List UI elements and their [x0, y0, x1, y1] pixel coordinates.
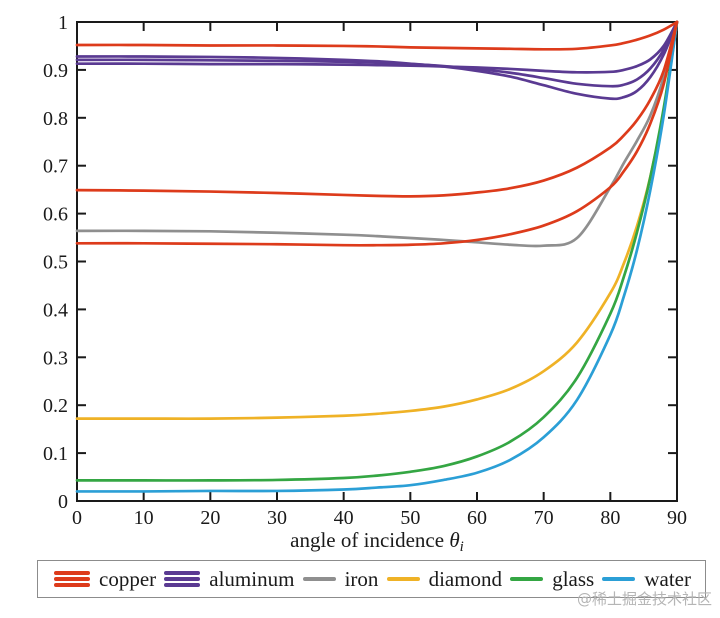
legend-label: copper — [99, 566, 157, 591]
copper-swatch-icon — [54, 571, 90, 587]
curve-copper-R — [75, 20, 679, 51]
y-tick-label: 0.1 — [43, 443, 68, 465]
aluminum-swatch-bar — [164, 571, 201, 575]
plot-frame — [76, 21, 678, 502]
legend-label: diamond — [428, 566, 503, 591]
legend-item-copper: copper — [54, 566, 157, 591]
curve-aluminum-B — [75, 20, 679, 101]
x-tick-label: 10 — [134, 507, 154, 529]
glass-swatch-icon — [510, 576, 544, 582]
curve-aluminum-G — [75, 20, 679, 88]
curve-iron — [75, 20, 679, 248]
x-axis-label: angle of incidence θi — [290, 528, 464, 555]
legend-item-water: water — [602, 566, 691, 591]
y-tick-label: 0.3 — [43, 347, 68, 369]
y-tick-label: 0.6 — [43, 204, 68, 226]
curve-aluminum-R — [75, 20, 679, 74]
y-tick-label: 0.7 — [43, 156, 68, 178]
legend-label: glass — [552, 566, 595, 591]
x-tick-label: 70 — [534, 507, 554, 529]
iron-swatch-bar — [302, 576, 336, 582]
legend-item-aluminum: aluminum — [164, 566, 295, 591]
x-tick-label: 50 — [400, 507, 420, 529]
y-tick-label: 0 — [58, 491, 68, 513]
y-tick-label: 0.4 — [43, 299, 68, 321]
iron-swatch-icon — [302, 576, 336, 582]
aluminum-swatch-bar — [164, 577, 201, 581]
x-tick-label: 30 — [267, 507, 287, 529]
curve-water — [75, 20, 679, 493]
watermark: @稀土掘金技术社区 — [577, 590, 713, 608]
aluminum-swatch-icon — [164, 571, 201, 587]
y-tick-label: 0.2 — [43, 395, 68, 417]
legend-label: water — [644, 566, 691, 591]
x-tick-label: 40 — [334, 507, 354, 529]
legend: copper aluminum iron diamond glass water — [37, 560, 706, 598]
legend-label: iron — [344, 566, 379, 591]
curve-copper-G — [75, 20, 679, 198]
copper-swatch-bar — [54, 577, 90, 581]
water-swatch-bar — [602, 576, 636, 582]
x-tick-label: 0 — [72, 507, 82, 529]
x-tick-label: 20 — [200, 507, 220, 529]
aluminum-swatch-bar — [164, 583, 201, 587]
x-axis-label-text: angle of incidence — [290, 528, 449, 552]
theta-symbol: θ — [449, 528, 459, 552]
y-tick-label: 1 — [58, 12, 68, 34]
y-tick-label: 0.9 — [43, 60, 68, 82]
curves-layer — [75, 20, 679, 493]
glass-swatch-bar — [510, 576, 544, 582]
curve-glass — [75, 20, 679, 482]
legend-label: aluminum — [209, 566, 295, 591]
diamond-swatch-bar — [386, 576, 420, 582]
copper-swatch-bar — [54, 583, 90, 587]
curve-copper-B — [75, 20, 679, 247]
y-tick-label: 0.8 — [43, 108, 68, 130]
copper-swatch-bar — [54, 571, 90, 575]
reflectance-chart: 0 10 20 30 40 50 60 70 80 90 0 0.1 0.2 0.3 0.4 0.5 0.6 0.… — [43, 12, 687, 555]
y-tick-label: 0.5 — [43, 252, 68, 274]
tick-labels-layer: 0 10 20 30 40 50 60 70 80 90 0 0.1 0.2 0.3 0.4 0.5 0.6 0.… — [43, 12, 687, 529]
x-tick-label: 90 — [667, 507, 687, 529]
legend-item-glass: glass — [510, 566, 595, 591]
diamond-swatch-icon — [386, 576, 420, 582]
water-swatch-icon — [602, 576, 636, 582]
x-tick-label: 80 — [600, 507, 620, 529]
theta-subscript-i: i — [460, 539, 464, 555]
legend-item-iron: iron — [302, 566, 379, 591]
plot-border — [76, 21, 678, 502]
legend-item-diamond: diamond — [386, 566, 503, 591]
x-tick-label: 60 — [467, 507, 487, 529]
